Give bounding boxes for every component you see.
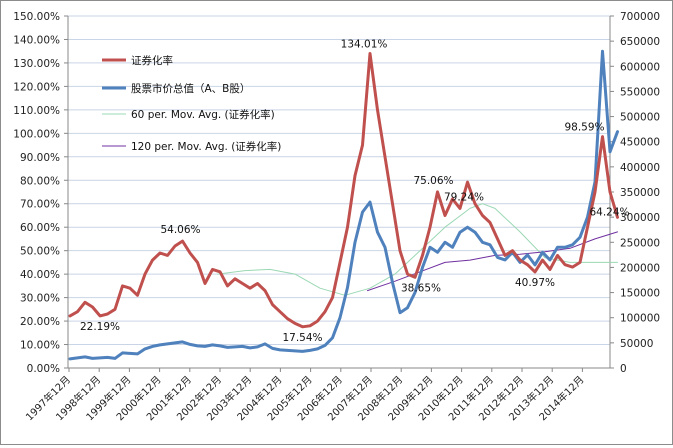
right-y-tick-label: 100000 bbox=[620, 313, 660, 325]
right-y-tick-label: 350000 bbox=[620, 187, 660, 199]
left-y-tick-label: 100.00% bbox=[13, 128, 60, 140]
right-y-tick-label: 250000 bbox=[620, 237, 660, 249]
right-y-tick-label: 500000 bbox=[620, 112, 660, 124]
x-axis: 1997年12月1998年12月1999年12月2000年12月2001年12月… bbox=[23, 367, 610, 423]
left-y-tick-label: 70.00% bbox=[20, 199, 60, 211]
right-y-tick-label: 50000 bbox=[620, 338, 653, 350]
right-y-tick-label: 450000 bbox=[620, 137, 660, 149]
left-y-tick-label: 10.00% bbox=[20, 340, 60, 352]
data-label: 22.19% bbox=[80, 321, 120, 333]
left-y-tick-label: 50.00% bbox=[20, 246, 60, 258]
data-label: 17.54% bbox=[282, 332, 322, 344]
data-label: 79.24% bbox=[444, 191, 484, 203]
data-label: 64.24% bbox=[589, 206, 629, 218]
left-y-tick-label: 90.00% bbox=[20, 152, 60, 164]
data-labels: 22.19% 54.06% 17.54% 134.01% 38.65% 75.06% 79.… bbox=[80, 39, 630, 344]
legend-label: 60 per. Mov. Avg. (证券化率) bbox=[131, 108, 275, 121]
right-y-tick-label: 550000 bbox=[620, 86, 660, 98]
left-y-tick-label: 20.00% bbox=[20, 316, 60, 328]
legend-label: 证券化率 bbox=[131, 54, 173, 67]
left-y-tick-label: 110.00% bbox=[13, 105, 60, 117]
right-y-tick-label: 400000 bbox=[620, 162, 660, 174]
left-y-tick-label: 120.00% bbox=[13, 81, 60, 93]
left-y-tick-label: 0.00% bbox=[27, 363, 60, 375]
right-y-tick-label: 600000 bbox=[620, 61, 660, 73]
series-lines bbox=[68, 49, 619, 361]
series-line bbox=[68, 49, 619, 361]
legend-label: 股票市价总值（A、B股） bbox=[131, 82, 250, 95]
left-y-tick-label: 80.00% bbox=[20, 175, 60, 187]
data-label: 38.65% bbox=[401, 282, 441, 294]
right-y-tick-label: 700000 bbox=[620, 11, 660, 23]
series-line bbox=[68, 52, 619, 329]
right-y-tick-label: 300000 bbox=[620, 212, 660, 224]
right-y-tick-label: 650000 bbox=[620, 36, 660, 48]
right-y-axis: 0 50000 100000 150000 200000 250000 300000 3500… bbox=[609, 11, 660, 375]
left-y-tick-label: 40.00% bbox=[20, 269, 60, 281]
right-y-tick-label: 150000 bbox=[620, 288, 660, 300]
left-y-tick-label: 60.00% bbox=[20, 222, 60, 234]
left-y-tick-label: 140.00% bbox=[13, 34, 60, 46]
data-label: 134.01% bbox=[341, 39, 388, 51]
gridlines bbox=[68, 15, 610, 346]
data-label: 75.06% bbox=[413, 175, 453, 187]
data-label: 54.06% bbox=[160, 224, 200, 236]
legend-label: 120 per. Mov. Avg. (证券化率) bbox=[131, 140, 281, 153]
left-y-axis: 0.00% 10.00% 20.00% 30.00% 40.00% 50.00% 60.00… bbox=[13, 11, 69, 375]
right-y-tick-label: 200000 bbox=[620, 262, 660, 274]
data-label: 40.97% bbox=[515, 277, 555, 289]
left-y-tick-label: 30.00% bbox=[20, 293, 60, 305]
data-label: 98.59% bbox=[564, 122, 604, 134]
right-y-tick-label: 0 bbox=[620, 363, 627, 375]
left-y-tick-label: 150.00% bbox=[13, 11, 60, 23]
left-y-tick-label: 130.00% bbox=[13, 58, 60, 70]
